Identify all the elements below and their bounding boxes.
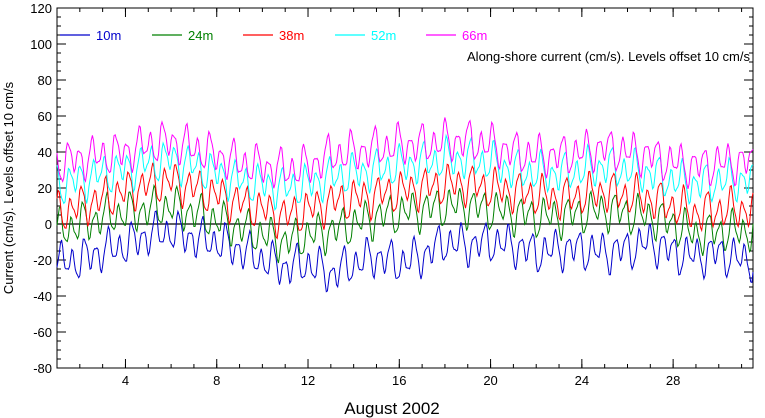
series-line-52m [56,133,754,211]
x-tick-label: 12 [301,373,315,388]
legend-label-38m: 38m [279,28,304,43]
legend-label-66m: 66m [462,28,487,43]
series-line-24m [56,183,754,264]
x-tick-label: 24 [575,373,589,388]
legend-label-10m: 10m [96,28,121,43]
x-tick-label: 28 [666,373,680,388]
y-tick-label: 20 [38,181,52,196]
y-tick-label: 80 [38,73,52,88]
chart-annotation: Along-shore current (cm/s). Levels offse… [467,49,750,64]
x-tick-label: 20 [483,373,497,388]
y-tick-label: 60 [38,109,52,124]
x-tick-label: 8 [213,373,220,388]
y-tick-label: 120 [30,1,52,16]
y-tick-label: -80 [33,361,52,376]
x-tick-label: 4 [122,373,129,388]
x-tick-label: 16 [392,373,406,388]
series-line-10m [56,209,754,293]
y-tick-label: 0 [45,217,52,232]
x-axis-label: August 2002 [344,399,439,418]
legend-label-52m: 52m [371,28,396,43]
y-tick-label: 40 [38,145,52,160]
y-tick-label: -20 [33,253,52,268]
y-axis-label: Current (cm/s). Levels offset 10 cm/s [1,81,16,294]
series-line-38m [56,162,754,240]
series-line-66m [56,117,754,190]
y-tick-label: -60 [33,325,52,340]
legend-label-24m: 24m [188,28,213,43]
y-tick-label: 100 [30,37,52,52]
y-tick-label: -40 [33,289,52,304]
